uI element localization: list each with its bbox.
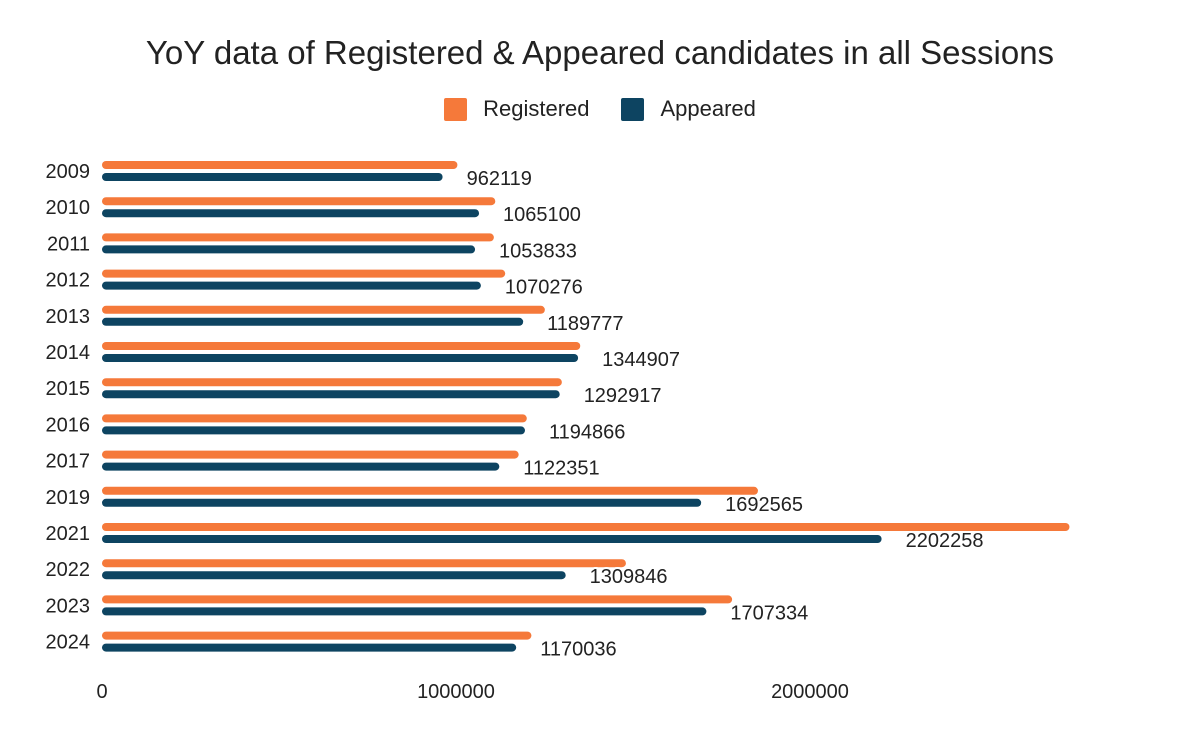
bar-registered <box>102 631 532 640</box>
data-label: 1053833 <box>499 240 577 262</box>
category-label: 2009 <box>46 161 91 183</box>
bar-registered <box>102 378 562 387</box>
bar-registered <box>102 269 506 278</box>
bar-appeared <box>102 173 443 181</box>
category-label: 2011 <box>47 233 90 255</box>
data-label: 1070276 <box>505 277 583 299</box>
bar-appeared <box>102 535 882 543</box>
bar-registered <box>102 559 626 568</box>
chart-title: YoY data of Registered & Appeared candid… <box>145 34 1055 71</box>
category-label: 2019 <box>46 487 91 509</box>
bar-appeared <box>102 209 480 218</box>
bar-registered <box>102 414 527 423</box>
legend-label-registered: Registered <box>483 96 590 121</box>
bar-registered <box>102 450 519 459</box>
legend: Registered Appeared <box>0 96 1200 122</box>
bar-appeared <box>102 462 500 471</box>
data-label: 1309846 <box>590 566 668 588</box>
category-label: 2013 <box>46 306 91 328</box>
bar-registered <box>102 523 1070 531</box>
bar-appeared <box>102 317 524 326</box>
category-label: 2015 <box>46 378 91 400</box>
bar-appeared <box>102 607 707 616</box>
category-label: 2010 <box>46 197 91 219</box>
data-label: 1170036 <box>540 639 616 661</box>
bar-appeared <box>102 498 702 507</box>
x-tick-label: 2000000 <box>771 681 849 703</box>
data-label: 962119 <box>467 168 532 190</box>
data-label: 1189777 <box>547 313 623 335</box>
data-label: 1707334 <box>730 602 808 624</box>
category-label: 2016 <box>46 414 91 436</box>
data-label: 2202258 <box>906 530 984 552</box>
bar-appeared <box>102 426 525 435</box>
category-label: 2023 <box>46 595 91 617</box>
legend-swatch-appeared <box>621 97 645 121</box>
bar-appeared <box>102 245 476 254</box>
category-label: 2021 <box>46 523 91 545</box>
bar-registered <box>102 197 496 206</box>
legend-swatch-registered <box>444 97 468 121</box>
x-tick-label: 1000000 <box>417 681 495 703</box>
bar-registered <box>102 342 581 350</box>
legend-item-appeared[interactable]: Appeared <box>621 96 756 122</box>
category-label: 2024 <box>46 632 91 654</box>
data-label: 1065100 <box>503 204 581 226</box>
data-label: 1292917 <box>584 385 662 407</box>
bar-registered <box>102 161 458 169</box>
legend-item-registered[interactable]: Registered <box>444 96 589 122</box>
x-tick-label: 0 <box>96 681 107 703</box>
bar-registered <box>102 305 545 314</box>
data-label: 1122351 <box>523 458 599 480</box>
data-label: 1194866 <box>549 421 625 443</box>
bar-registered <box>102 595 733 604</box>
bar-registered <box>102 486 758 495</box>
data-label: 1344907 <box>602 349 680 371</box>
bar-appeared <box>102 571 566 580</box>
data-label: 1692565 <box>725 494 803 516</box>
category-label: 2022 <box>46 559 91 581</box>
bar-registered <box>102 233 494 242</box>
bar-appeared <box>102 643 517 652</box>
bar-appeared <box>102 390 560 399</box>
category-label: 2012 <box>46 270 91 292</box>
bar-appeared <box>102 281 481 290</box>
bar-appeared <box>102 354 579 362</box>
category-label: 2017 <box>46 451 91 473</box>
legend-label-appeared: Appeared <box>660 96 756 121</box>
category-label: 2014 <box>46 342 91 364</box>
